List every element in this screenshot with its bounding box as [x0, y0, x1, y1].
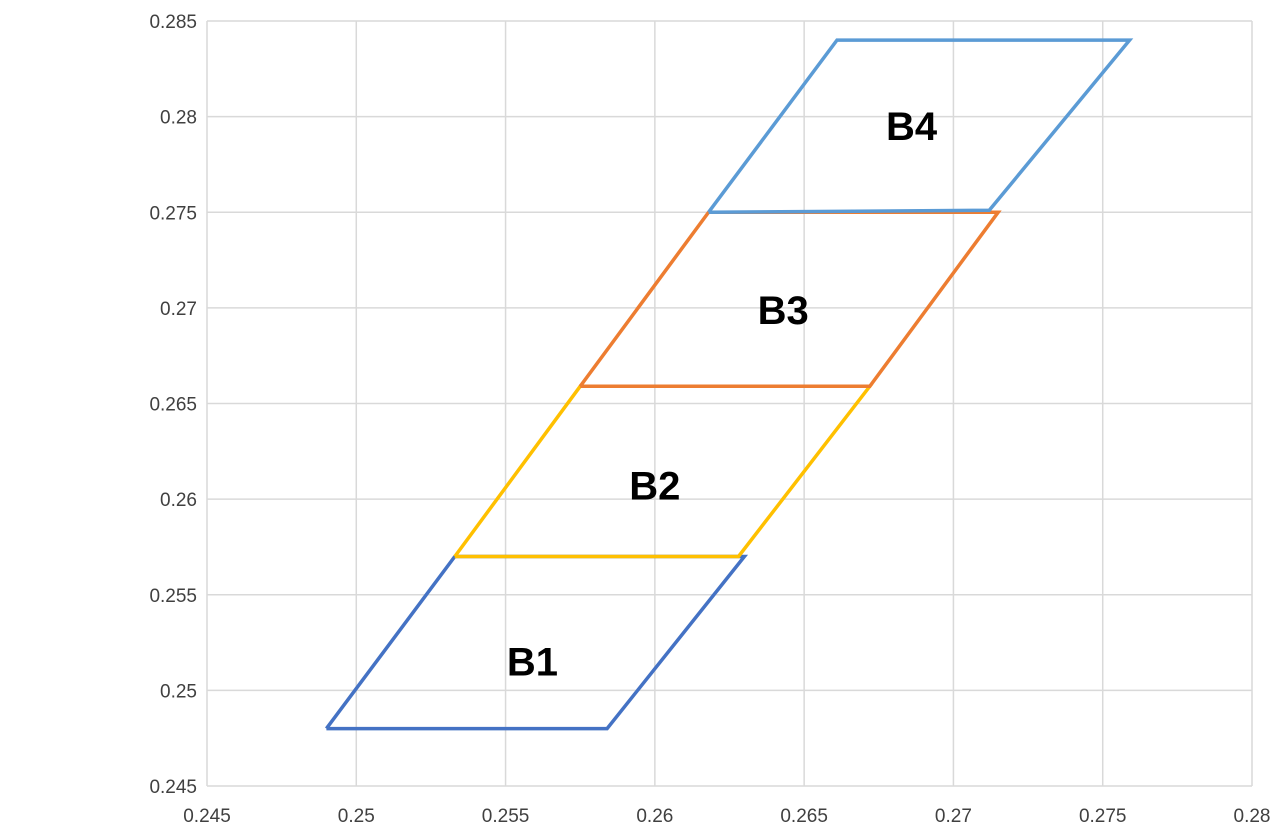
y-axis-ticks: 0.245 0.25 0.255 0.26 0.265 0.27 0.275 0.28 0.28…: [149, 12, 197, 798]
region-label-b1: B1: [507, 641, 558, 685]
x-tick-label: 0.26: [636, 806, 673, 827]
y-tick-label: 0.245: [149, 777, 197, 798]
grid: [206, 20, 1253, 787]
y-tick-label: 0.285: [149, 12, 197, 33]
plot-area: [324, 38, 1134, 731]
region-outline-b1: [324, 554, 749, 731]
y-tick-label: 0.26: [160, 490, 197, 511]
x-tick-label: 0.28: [1234, 806, 1271, 827]
x-tick-label: 0.245: [183, 806, 231, 827]
x-tick-label: 0.255: [482, 806, 530, 827]
y-tick-label: 0.27: [160, 299, 197, 320]
region-labels: B1 B2 B3 B4: [507, 105, 938, 685]
region-label-b2: B2: [629, 465, 680, 509]
y-tick-label: 0.28: [160, 108, 197, 129]
y-tick-label: 0.25: [160, 681, 197, 702]
x-tick-label: 0.265: [780, 806, 828, 827]
region-label-b4: B4: [886, 105, 938, 149]
y-tick-label: 0.255: [149, 586, 197, 607]
x-tick-label: 0.275: [1079, 806, 1127, 827]
region-outline-b3: [578, 210, 1002, 389]
y-tick-label: 0.265: [149, 395, 197, 416]
x-axis-ticks: 0.245 0.25 0.255 0.26 0.265 0.27 0.275 0.28: [183, 806, 1270, 827]
region-label-b3: B3: [758, 289, 809, 333]
y-tick-label: 0.275: [149, 203, 197, 224]
region-outline-b4: [707, 38, 1134, 214]
x-tick-label: 0.25: [338, 806, 375, 827]
x-tick-label: 0.27: [935, 806, 972, 827]
